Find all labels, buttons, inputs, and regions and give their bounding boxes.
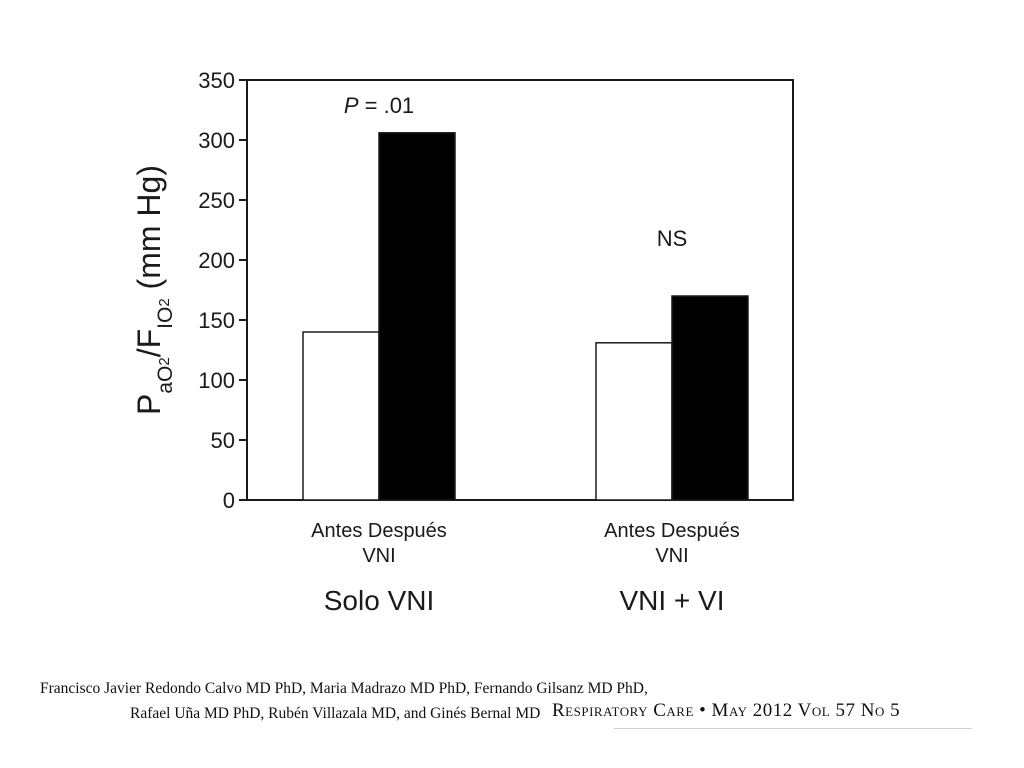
footer-divider [614,728,972,729]
group-label: Solo VNI [324,585,435,616]
group-label: VNI + VI [619,585,724,616]
y-axis-ticks: 0 50 100 150 200 250 300 350 [198,68,247,513]
y-tick-label: 200 [198,248,235,273]
y-tick-label: 150 [198,308,235,333]
bar-despus [671,295,749,501]
ns-annotation: NS [657,226,688,251]
category-label: Antes Después [604,520,740,542]
y-tick-label: 350 [198,68,235,93]
plot-frame [246,79,794,501]
category-labels: Antes Después VNI Solo VNI Antes Después VNI… [311,520,740,616]
y-tick-label: 50 [211,428,235,453]
y-axis-label: PaO2/FIO2 (mm Hg) [131,165,177,415]
bar-antes [302,331,380,501]
author-list: Francisco Javier Redondo Calvo MD PhD, M… [40,676,648,726]
category-sublabel: VNI [655,545,688,567]
bar-antes [595,342,673,501]
y-tick-label: 250 [198,188,235,213]
journal-name: Respiratory Care [552,700,694,721]
journal-issue: May 2012 Vol 57 No 5 [711,700,901,721]
journal-bullet: • [699,700,707,721]
category-sublabel: VNI [362,545,395,567]
authors-line-1: Francisco Javier Redondo Calvo MD PhD, M… [40,680,648,697]
y-tick-label: 100 [198,368,235,393]
journal-citation: Respiratory Care • May 2012 Vol 57 No 5 [552,700,900,722]
bars [302,132,749,501]
category-label: Antes Después [311,520,447,542]
y-tick-label: 300 [198,128,235,153]
bar-chart: 0 50 100 150 200 250 300 350 P = .01 NS Antes De… [131,68,794,616]
y-tick-label: 0 [223,488,235,513]
authors-line-2: Rafael Uña MD PhD, Rubén Villazala MD, a… [130,705,541,722]
annotations: P = .01 NS [344,93,687,251]
p-value-annotation: P = .01 [344,93,414,118]
bar-despus [378,132,456,501]
